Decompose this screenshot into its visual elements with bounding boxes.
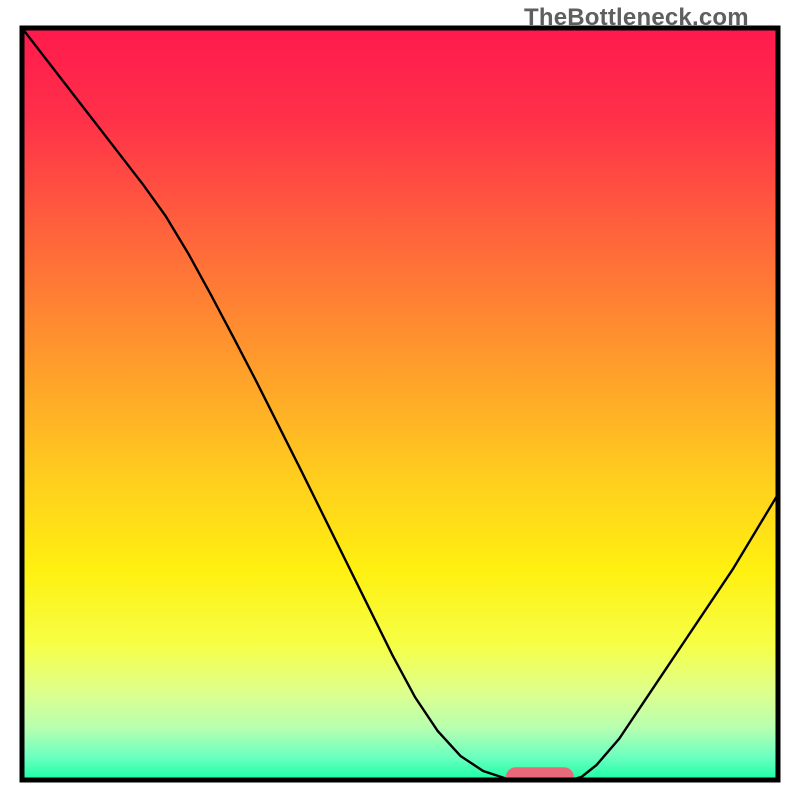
optimal-marker: [506, 767, 574, 787]
bottleneck-chart: [0, 0, 800, 800]
watermark-text: TheBottleneck.com: [524, 4, 749, 32]
